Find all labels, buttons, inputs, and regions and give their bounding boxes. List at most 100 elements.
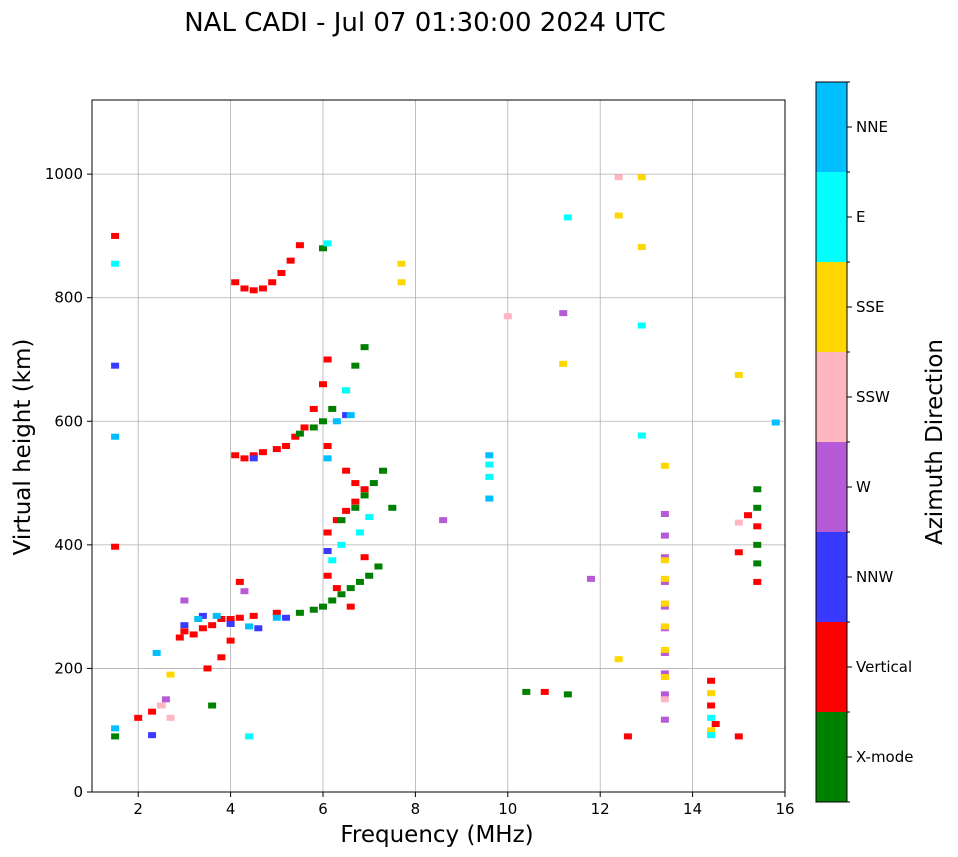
grid-lines (92, 100, 785, 792)
data-point-x-mode (753, 486, 762, 493)
data-point-vertical (268, 279, 277, 286)
data-point-x-mode (522, 688, 531, 695)
data-point-sse (559, 360, 568, 367)
data-point-vertical (351, 498, 360, 505)
data-point-vertical (180, 628, 189, 635)
data-point-sse (660, 600, 669, 607)
data-point-nne (485, 452, 494, 459)
data-point-sse (660, 557, 669, 564)
data-point-vertical (323, 529, 332, 536)
colorbar-swatch (816, 442, 847, 532)
data-point-vertical (744, 512, 753, 519)
data-point-w (240, 588, 249, 595)
data-point-nnw (111, 362, 120, 369)
data-point-vertical (753, 578, 762, 585)
data-point-e (485, 461, 494, 468)
data-point-sse (707, 727, 716, 734)
data-point-vertical (235, 614, 244, 621)
colorbar-swatch (816, 532, 847, 622)
data-point-x-mode (355, 578, 364, 585)
data-point-vertical (346, 603, 355, 610)
x-tick-label: 10 (498, 800, 517, 818)
data-point-x-mode (360, 492, 369, 499)
y-tick-label: 200 (54, 659, 83, 677)
data-point-vertical (282, 443, 291, 449)
data-point-w (660, 554, 669, 561)
data-point-x-mode (319, 418, 327, 425)
data-point-x-mode (328, 597, 337, 604)
data-point-sse (734, 371, 743, 378)
data-point-vertical (258, 285, 267, 292)
data-point-e (707, 714, 716, 721)
data-point-x-mode (753, 504, 762, 511)
data-point-w (439, 517, 448, 524)
data-point-nne (245, 623, 254, 630)
data-point-vertical (711, 721, 720, 728)
x-tick-label: 16 (775, 800, 794, 818)
data-point-e (485, 473, 494, 480)
data-point-nne (346, 412, 355, 419)
data-point-x-mode (111, 733, 120, 740)
data-point-vertical (240, 455, 249, 462)
data-point-vertical (111, 232, 120, 239)
data-point-e (563, 214, 572, 221)
data-point-x-mode (388, 504, 397, 511)
data-point-nne (111, 725, 120, 732)
data-point-ssw (734, 519, 743, 526)
data-point-nne (212, 612, 221, 619)
data-point-nne (323, 455, 332, 462)
colorbar-tick-label: E (856, 208, 865, 226)
chart-title: NAL CADI - Jul 07 01:30:00 2024 UTC (184, 8, 666, 38)
data-point-w (586, 575, 595, 582)
data-point-ssw (157, 702, 166, 709)
x-tick-label: 2 (133, 800, 143, 818)
colorbar-swatch (816, 712, 847, 802)
data-point-vertical (319, 381, 327, 388)
data-point-ssw (503, 313, 512, 320)
data-point-e (337, 541, 346, 548)
y-axis-label: Virtual height (km) (10, 339, 36, 556)
data-point-sse (660, 623, 669, 630)
data-point-vertical (277, 270, 286, 276)
data-point-vertical (240, 285, 249, 292)
data-point-nne (771, 419, 780, 426)
x-tick-label: 14 (683, 800, 702, 818)
data-point-x-mode (295, 430, 304, 437)
data-point-vertical (323, 572, 332, 579)
data-point-vertical (235, 578, 244, 585)
data-point-x-mode (379, 467, 388, 474)
data-point-w (559, 310, 568, 317)
colorbar: X-mode Vertical NNW W SSW SSE E NNE (816, 81, 913, 803)
colorbar-tick-label: Vertical (856, 658, 912, 676)
data-point-vertical (249, 612, 258, 619)
data-point-sse (166, 671, 175, 678)
data-point-vertical (258, 449, 267, 456)
colorbar-tick-label: NNW (856, 568, 893, 586)
data-point-x-mode (351, 362, 360, 369)
data-point-w (660, 532, 669, 539)
data-point-sse (614, 212, 623, 219)
data-point-w (660, 578, 669, 585)
data-point-x-mode (319, 245, 327, 252)
data-point-vertical (249, 452, 258, 459)
data-point-vertical (540, 688, 549, 695)
data-point-vertical (231, 279, 240, 286)
data-point-vertical (203, 665, 212, 672)
data-point-nnw (342, 412, 351, 419)
colorbar-label: Azimuth Direction (922, 339, 948, 545)
data-point-sse (397, 260, 406, 267)
data-point-ssw (166, 714, 175, 721)
data-point-vertical (342, 507, 351, 514)
data-point-w (660, 649, 669, 656)
data-point-vertical (332, 585, 341, 592)
data-point-nnw (323, 548, 332, 555)
data-point-nnw (226, 620, 235, 627)
data-point-ssw (660, 696, 669, 703)
data-point-vertical (226, 616, 235, 622)
data-point-nnw (198, 612, 207, 619)
x-tick-label: 8 (411, 800, 421, 818)
data-point-sse (707, 690, 716, 697)
data-point-sse (660, 674, 669, 681)
data-point-e (342, 387, 351, 394)
